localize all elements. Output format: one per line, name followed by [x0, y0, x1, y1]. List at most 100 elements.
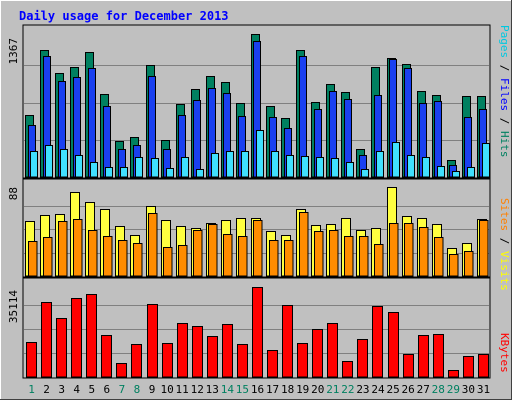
bar-kbytes-day-5 [86, 294, 97, 378]
bar-sites-day-20 [314, 231, 324, 277]
bar-kbytes-day-14 [222, 324, 233, 378]
bar-pages-day-28 [437, 166, 445, 178]
bar-pages-day-7 [120, 167, 128, 178]
bar-pages-day-29 [452, 171, 460, 178]
legend-entry: Hits [498, 131, 511, 158]
bar-pages-day-3 [60, 149, 68, 178]
bar-sites-day-5 [88, 230, 98, 277]
bar-sites-day-29 [449, 254, 459, 277]
bar-sites-day-17 [269, 240, 279, 277]
bar-kbytes-day-8 [131, 344, 142, 378]
bar-sites-day-23 [359, 236, 369, 277]
bar-pages-day-25 [392, 142, 400, 178]
bar-files-day-28 [434, 101, 442, 178]
bar-kbytes-day-26 [403, 354, 414, 378]
bar-kbytes-day-25 [388, 312, 399, 378]
bar-sites-day-28 [434, 237, 444, 277]
bar-pages-day-20 [316, 157, 324, 178]
legend-entry: / [498, 111, 511, 131]
bar-kbytes-day-31 [478, 354, 489, 378]
bar-sites-day-16 [253, 220, 263, 277]
bar-pages-day-14 [226, 151, 234, 178]
x-tick-label: 7 [119, 383, 126, 396]
bar-pages-day-16 [256, 130, 264, 178]
bar-kbytes-day-7 [116, 363, 127, 378]
bar-sites-day-11 [178, 245, 188, 277]
bar-pages-day-6 [105, 167, 113, 178]
bar-kbytes-day-4 [71, 298, 82, 378]
bar-pages-day-2 [45, 145, 53, 178]
bar-pages-day-8 [135, 157, 143, 178]
bar-files-day-5 [88, 68, 96, 178]
legend-entry: / [498, 231, 511, 251]
bar-pages-day-26 [407, 155, 415, 178]
bar-kbytes-day-30 [463, 356, 474, 378]
bar-sites-day-12 [193, 230, 203, 277]
x-tick-label: 20 [311, 383, 324, 396]
legend-panel-2: Sites / Visits [498, 198, 511, 291]
bar-sites-day-14 [223, 234, 233, 277]
bar-sites-day-6 [103, 236, 113, 277]
bar-kbytes-day-2 [41, 302, 52, 378]
bar-pages-day-30 [467, 167, 475, 178]
bar-sites-day-7 [118, 240, 128, 277]
bar-sites-day-21 [329, 230, 339, 277]
bar-sites-day-3 [58, 221, 68, 277]
bar-sites-day-27 [419, 227, 429, 277]
y-max-label: 35114 [7, 290, 20, 323]
x-tick-label: 21 [326, 383, 339, 396]
bar-kbytes-day-1 [26, 342, 37, 378]
x-axis-tick-labels: 1 2 3 4 5 6 7 8 9 10 11 12 13 14 15 16 17 18 19 20 21 22 23 24 2… [28, 383, 490, 396]
bar-kbytes-day-21 [327, 323, 338, 378]
bar-sites-day-15 [238, 236, 248, 277]
x-tick-label: 30 [462, 383, 475, 396]
legend-entry: Visits [498, 251, 511, 291]
bar-sites-day-25 [389, 223, 399, 277]
y-max-label: 1367 [7, 38, 20, 65]
panel-2: 88 Sites / Visits [7, 178, 511, 291]
bar-pages-day-31 [482, 143, 490, 178]
bar-sites-day-26 [404, 223, 414, 277]
bar-kbytes-day-19 [297, 343, 308, 378]
x-tick-label: 25 [386, 383, 399, 396]
bar-kbytes-day-23 [357, 339, 368, 378]
bar-pages-day-17 [271, 151, 279, 178]
x-tick-label: 16 [251, 383, 264, 396]
legend-entry: Files [498, 78, 511, 111]
x-tick-label: 29 [447, 383, 460, 396]
bar-files-day-12 [193, 100, 201, 178]
x-tick-label: 19 [296, 383, 309, 396]
bar-kbytes-day-17 [267, 350, 278, 378]
bar-sites-day-18 [284, 240, 294, 277]
bar-kbytes-day-27 [418, 335, 429, 378]
bar-kbytes-day-18 [282, 305, 293, 378]
bar-kbytes-day-6 [101, 335, 112, 378]
bar-kbytes-day-11 [177, 323, 188, 378]
bar-pages-day-21 [331, 158, 339, 178]
x-tick-label: 4 [73, 383, 80, 396]
x-tick-label: 12 [191, 383, 204, 396]
x-tick-label: 13 [206, 383, 219, 396]
bar-pages-day-23 [361, 169, 369, 178]
bar-pages-day-11 [181, 157, 189, 178]
legend-panel-3: KBytes [498, 333, 511, 373]
x-tick-label: 1 [28, 383, 35, 396]
bar-files-day-6 [103, 106, 111, 178]
x-tick-label: 8 [134, 383, 141, 396]
bar-sites-day-2 [43, 237, 53, 277]
x-tick-label: 10 [160, 383, 173, 396]
x-tick-label: 18 [281, 383, 294, 396]
legend-entry: Pages [498, 25, 511, 58]
x-tick-label: 24 [371, 383, 385, 396]
x-tick-label: 5 [88, 383, 95, 396]
bar-pages-day-27 [422, 157, 430, 178]
bar-sites-day-30 [464, 251, 474, 277]
bar-pages-day-22 [346, 162, 354, 178]
bar-pages-day-5 [90, 162, 98, 178]
x-tick-label: 23 [356, 383, 369, 396]
bar-sites-day-1 [28, 241, 38, 277]
x-tick-label: 17 [266, 383, 279, 396]
bar-pages-day-13 [211, 153, 219, 178]
bar-sites-day-24 [374, 244, 384, 277]
